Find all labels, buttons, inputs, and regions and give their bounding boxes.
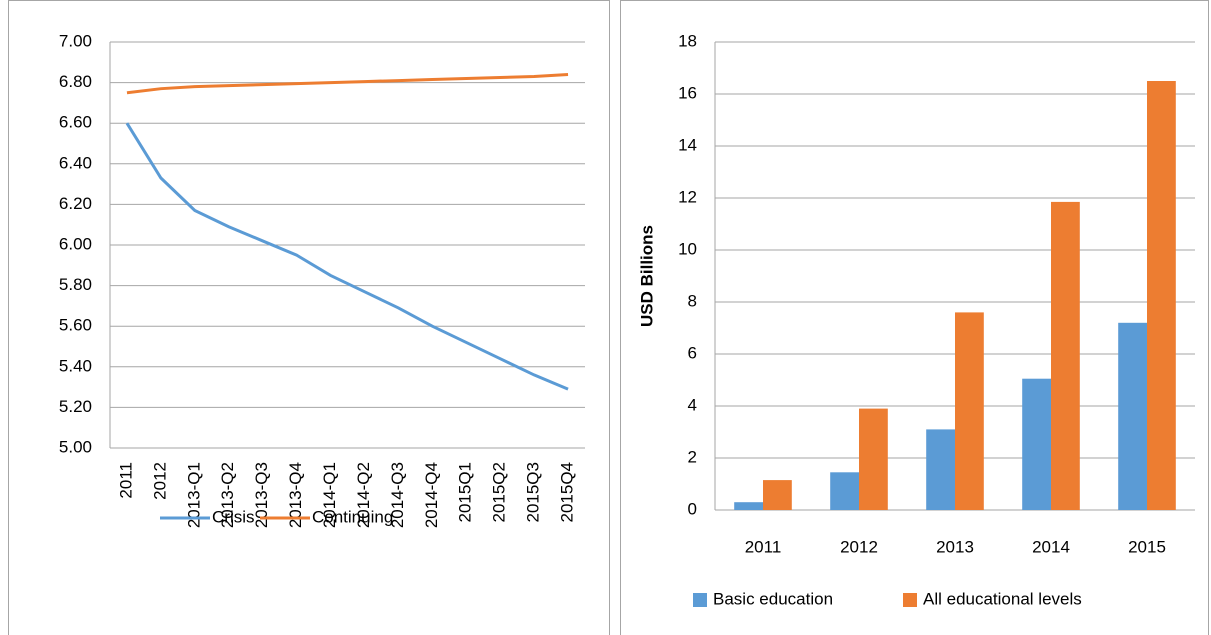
bar — [734, 502, 763, 510]
x-tick-label: 2012 — [840, 537, 878, 556]
legend-label: All educational levels — [923, 589, 1082, 608]
legend-swatch — [693, 593, 707, 607]
bar — [926, 429, 955, 510]
panel-border — [620, 0, 1209, 635]
y-tick-label: 6.00 — [59, 234, 92, 253]
line-series — [126, 72, 569, 95]
legend-label: Crisis — [212, 507, 255, 526]
y-tick-label: 4 — [688, 395, 697, 414]
y-tick-label: 5.60 — [59, 316, 92, 335]
y-axis-label: USD Billions — [637, 225, 656, 327]
x-tick-label: 2015Q4 — [558, 462, 577, 523]
x-tick-label: 2013-Q3 — [252, 462, 271, 528]
y-tick-label: 6 — [688, 343, 697, 362]
x-tick-label: 2013-Q1 — [184, 462, 203, 528]
line-series — [125, 122, 569, 391]
y-tick-label: 5.40 — [59, 356, 92, 375]
y-tick-label: 0 — [688, 499, 697, 518]
y-tick-label: 18 — [678, 31, 697, 50]
x-tick-label: 2015Q1 — [456, 462, 475, 523]
legend-label: Basic education — [713, 589, 833, 608]
y-tick-label: 6.60 — [59, 113, 92, 132]
bar — [830, 472, 859, 510]
x-tick-label: 2014-Q1 — [320, 462, 339, 528]
x-tick-label: 2014-Q4 — [422, 462, 441, 528]
x-tick-label: 2013-Q2 — [218, 462, 237, 528]
y-tick-label: 6.40 — [59, 153, 92, 172]
y-tick-label: 14 — [678, 135, 697, 154]
x-tick-label: 2011 — [116, 462, 135, 499]
y-tick-label: 12 — [678, 187, 697, 206]
panel-border — [8, 0, 610, 635]
y-tick-label: 6.20 — [59, 194, 92, 213]
y-tick-label: 5.00 — [59, 437, 92, 456]
y-tick-label: 6.80 — [59, 72, 92, 91]
y-tick-label: 2 — [688, 447, 697, 466]
x-tick-label: 2015Q3 — [524, 462, 543, 523]
x-tick-label: 2014-Q3 — [388, 462, 407, 528]
x-tick-label: 2014-Q2 — [354, 462, 373, 528]
y-tick-label: 5.20 — [59, 397, 92, 416]
x-tick-label: 2011 — [745, 537, 782, 556]
bar — [955, 312, 984, 510]
x-tick-label: 2013-Q4 — [286, 462, 305, 528]
x-tick-label: 2014 — [1032, 537, 1070, 556]
x-tick-label: 2013 — [936, 537, 974, 556]
bar — [1051, 201, 1080, 510]
bar — [1022, 378, 1051, 510]
y-tick-label: 7.00 — [59, 31, 92, 50]
x-tick-label: 2012 — [150, 462, 169, 500]
y-tick-label: 16 — [678, 83, 697, 102]
x-tick-label: 2015Q2 — [490, 462, 509, 522]
legend-label: Continuing — [312, 507, 393, 526]
x-tick-label: 2015 — [1128, 537, 1166, 556]
bar — [763, 480, 792, 510]
y-tick-label: 5.80 — [59, 275, 92, 294]
bar — [1118, 322, 1147, 510]
y-tick-label: 10 — [678, 239, 697, 258]
bar — [1147, 81, 1176, 510]
legend-swatch — [903, 593, 917, 607]
y-tick-label: 8 — [688, 291, 697, 310]
bar — [859, 408, 888, 510]
